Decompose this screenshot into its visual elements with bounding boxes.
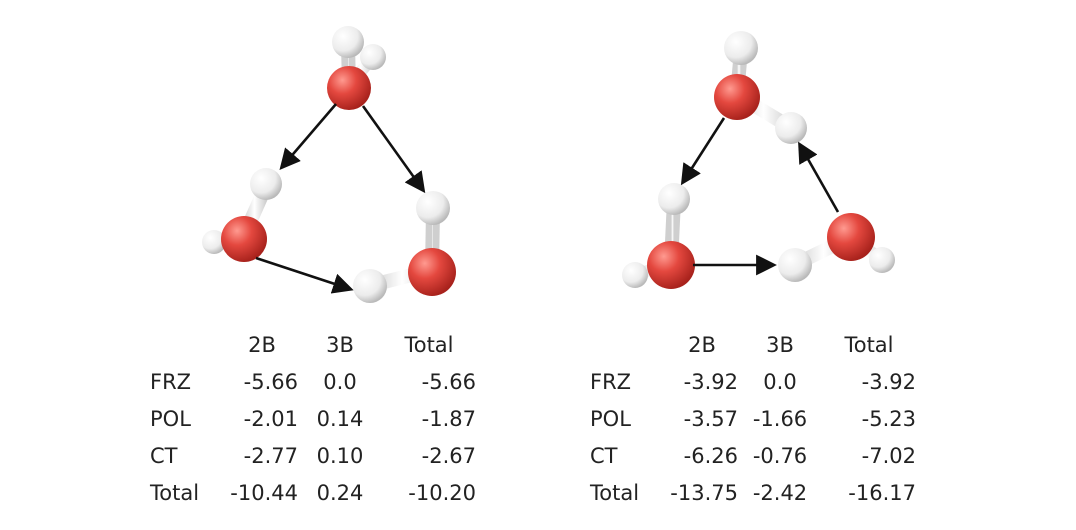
- hydrogen-atom: [622, 262, 648, 288]
- hydrogen-atom: [202, 230, 226, 254]
- value-2b: -13.75: [670, 480, 738, 505]
- header-cell: 2B: [248, 332, 276, 357]
- table-row: FRZ -3.92 0.0 -3.92: [590, 363, 916, 400]
- row-label: FRZ: [150, 369, 192, 394]
- hydrogen-atom: [658, 183, 690, 215]
- row-label: POL: [150, 406, 191, 431]
- row-label: POL: [590, 406, 631, 431]
- table-row: CT -2.77 0.10 -2.67: [150, 437, 476, 474]
- row-label: Total: [150, 480, 200, 505]
- hydrogen-atom: [869, 247, 895, 273]
- water-molecule-left: [622, 183, 695, 289]
- value-3b: 0.0: [323, 369, 357, 394]
- header-cell: Total: [404, 332, 454, 357]
- value-total: -10.20: [408, 480, 476, 505]
- oxygen-atom: [714, 74, 760, 120]
- table-row: FRZ -5.66 0.0 -5.66: [150, 363, 476, 400]
- hydrogen-atom: [353, 269, 387, 303]
- value-2b: -2.01: [243, 406, 298, 431]
- table-header-row: 2B 3B Total: [150, 326, 476, 363]
- header-cell: Total: [844, 332, 894, 357]
- water-molecule-top: [714, 31, 807, 144]
- value-total: -5.23: [861, 406, 916, 431]
- value-2b: -3.92: [683, 369, 738, 394]
- value-2b: -6.26: [683, 443, 738, 468]
- water-molecule-right: [778, 213, 895, 282]
- value-3b: -2.42: [752, 480, 808, 505]
- hydrogen-atom: [332, 26, 364, 58]
- oxygen-atom: [827, 213, 875, 261]
- table-row: Total -13.75 -2.42 -16.17: [590, 474, 916, 511]
- value-total: -5.66: [421, 369, 476, 394]
- value-3b: 0.24: [316, 480, 364, 505]
- left-energy-table: 2B 3B Total FRZ -5.66 0.0 -5.66 POL -2.0…: [150, 326, 476, 511]
- value-2b: -5.66: [243, 369, 298, 394]
- oxygen-atom: [221, 216, 267, 262]
- value-total: -16.17: [848, 480, 916, 505]
- oxygen-atom: [647, 241, 695, 289]
- row-label: CT: [150, 443, 178, 468]
- value-3b: -1.66: [752, 406, 808, 431]
- value-total: -2.67: [421, 443, 476, 468]
- water-molecule-right: [353, 191, 456, 303]
- hbond-arrow: [798, 141, 840, 213]
- table-header-row: 2B 3B Total: [590, 326, 916, 363]
- header-cell: 3B: [766, 332, 794, 357]
- left-water-trimer: [202, 26, 456, 303]
- table-row: Total -10.44 0.24 -10.20: [150, 474, 476, 511]
- row-label: CT: [590, 443, 618, 468]
- right-water-trimer: [622, 31, 895, 289]
- value-total: -7.02: [861, 443, 916, 468]
- oxygen-atom: [327, 66, 371, 110]
- header-cell: 3B: [326, 332, 354, 357]
- water-molecule-top: [327, 26, 386, 110]
- hydrogen-atom: [778, 248, 812, 282]
- value-2b: -10.44: [230, 480, 298, 505]
- hbond-arrow: [279, 103, 337, 170]
- oxygen-atom: [408, 248, 456, 296]
- row-label: FRZ: [590, 369, 632, 394]
- header-cell: 2B: [688, 332, 716, 357]
- hbond-arrow: [255, 256, 354, 294]
- water-molecule-left: [202, 168, 282, 262]
- header-cell: [590, 326, 666, 363]
- hydrogen-atom: [360, 44, 386, 70]
- row-label: Total: [590, 480, 640, 505]
- hydrogen-atom: [250, 168, 282, 200]
- value-total: -1.87: [421, 406, 476, 431]
- value-total: -3.92: [861, 369, 916, 394]
- right-energy-table: 2B 3B Total FRZ -3.92 0.0 -3.92 POL -3.5…: [590, 326, 916, 511]
- hbond-arrow: [361, 105, 426, 194]
- table-row: POL -3.57 -1.66 -5.23: [590, 400, 916, 437]
- header-cell: [150, 326, 226, 363]
- value-3b: 0.14: [316, 406, 364, 431]
- value-2b: -3.57: [683, 406, 738, 431]
- value-3b: -0.76: [752, 443, 808, 468]
- table-row: CT -6.26 -0.76 -7.02: [590, 437, 916, 474]
- hbond-arrow: [680, 117, 726, 186]
- hydrogen-atom: [775, 112, 807, 144]
- value-3b: 0.0: [763, 369, 797, 394]
- table-row: POL -2.01 0.14 -1.87: [150, 400, 476, 437]
- hydrogen-atom: [416, 191, 450, 225]
- value-2b: -2.77: [243, 443, 298, 468]
- hydrogen-atom: [724, 31, 758, 65]
- value-3b: 0.10: [316, 443, 364, 468]
